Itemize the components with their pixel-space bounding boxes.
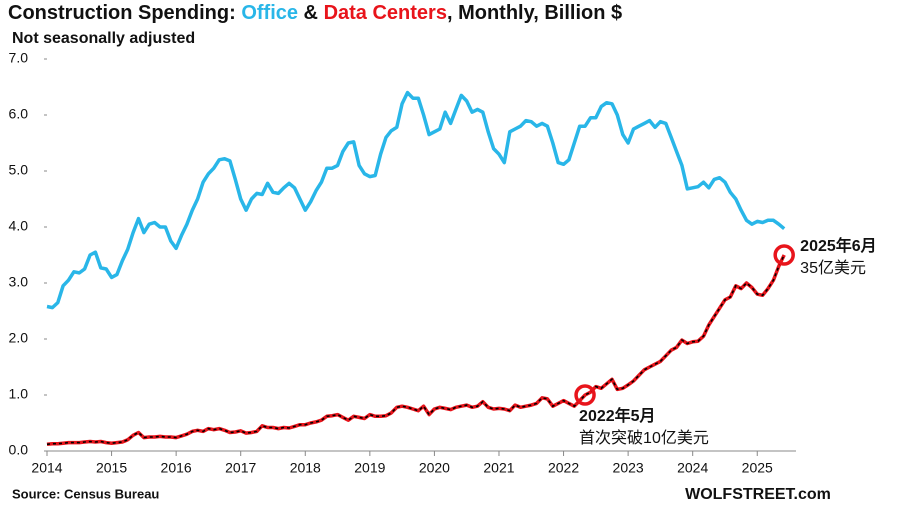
x-tick-label: 2019 <box>354 460 385 476</box>
series-line <box>46 90 786 310</box>
series-line-dash <box>46 254 785 446</box>
x-tick-label: 2021 <box>483 460 514 476</box>
chart-title: Construction Spending: Office & Data Cen… <box>8 2 622 24</box>
highlight-circle <box>773 244 795 266</box>
y-tick-label: 7.0 <box>9 50 29 66</box>
source: Source: Census Bureau <box>12 486 159 501</box>
title-part: & <box>298 2 324 24</box>
credit: WOLFSTREET.com <box>685 486 831 503</box>
y-tick-label: 2.0 <box>9 330 29 346</box>
subtitle: Not seasonally adjusted <box>12 30 195 47</box>
y-tick-label: 5.0 <box>9 162 29 178</box>
annotation: 首次突破10亿美元 <box>579 429 709 447</box>
y-tick-label: 1.0 <box>9 386 29 402</box>
title-part: Construction Spending: <box>8 2 241 24</box>
x-tick-label: 2014 <box>31 460 62 476</box>
annotation: 2022年5月 <box>579 406 656 425</box>
annotation: 35亿美元 <box>800 259 866 277</box>
x-tick-label: 2017 <box>225 460 256 476</box>
x-tick-label: 2018 <box>290 460 321 476</box>
x-tick-label: 2024 <box>677 460 708 476</box>
x-tick-label: 2023 <box>613 460 644 476</box>
y-tick-label: 0.0 <box>9 442 29 458</box>
highlight-circle <box>574 384 596 406</box>
y-tick-label: 4.0 <box>9 218 29 234</box>
x-tick-label: 2020 <box>419 460 450 476</box>
x-tick-label: 2016 <box>161 460 192 476</box>
title-part: , Monthly, Billion $ <box>447 2 622 24</box>
y-tick-label: 3.0 <box>9 274 29 290</box>
series-line <box>46 254 786 447</box>
annotation: 2025年6月 <box>800 236 877 255</box>
x-tick-label: 2015 <box>96 460 127 476</box>
title-series: Data Centers <box>324 2 447 24</box>
title-series: Office <box>241 2 298 24</box>
x-tick-label: 2022 <box>548 460 579 476</box>
x-tick-label: 2025 <box>742 460 773 476</box>
y-tick-label: 6.0 <box>9 106 29 122</box>
